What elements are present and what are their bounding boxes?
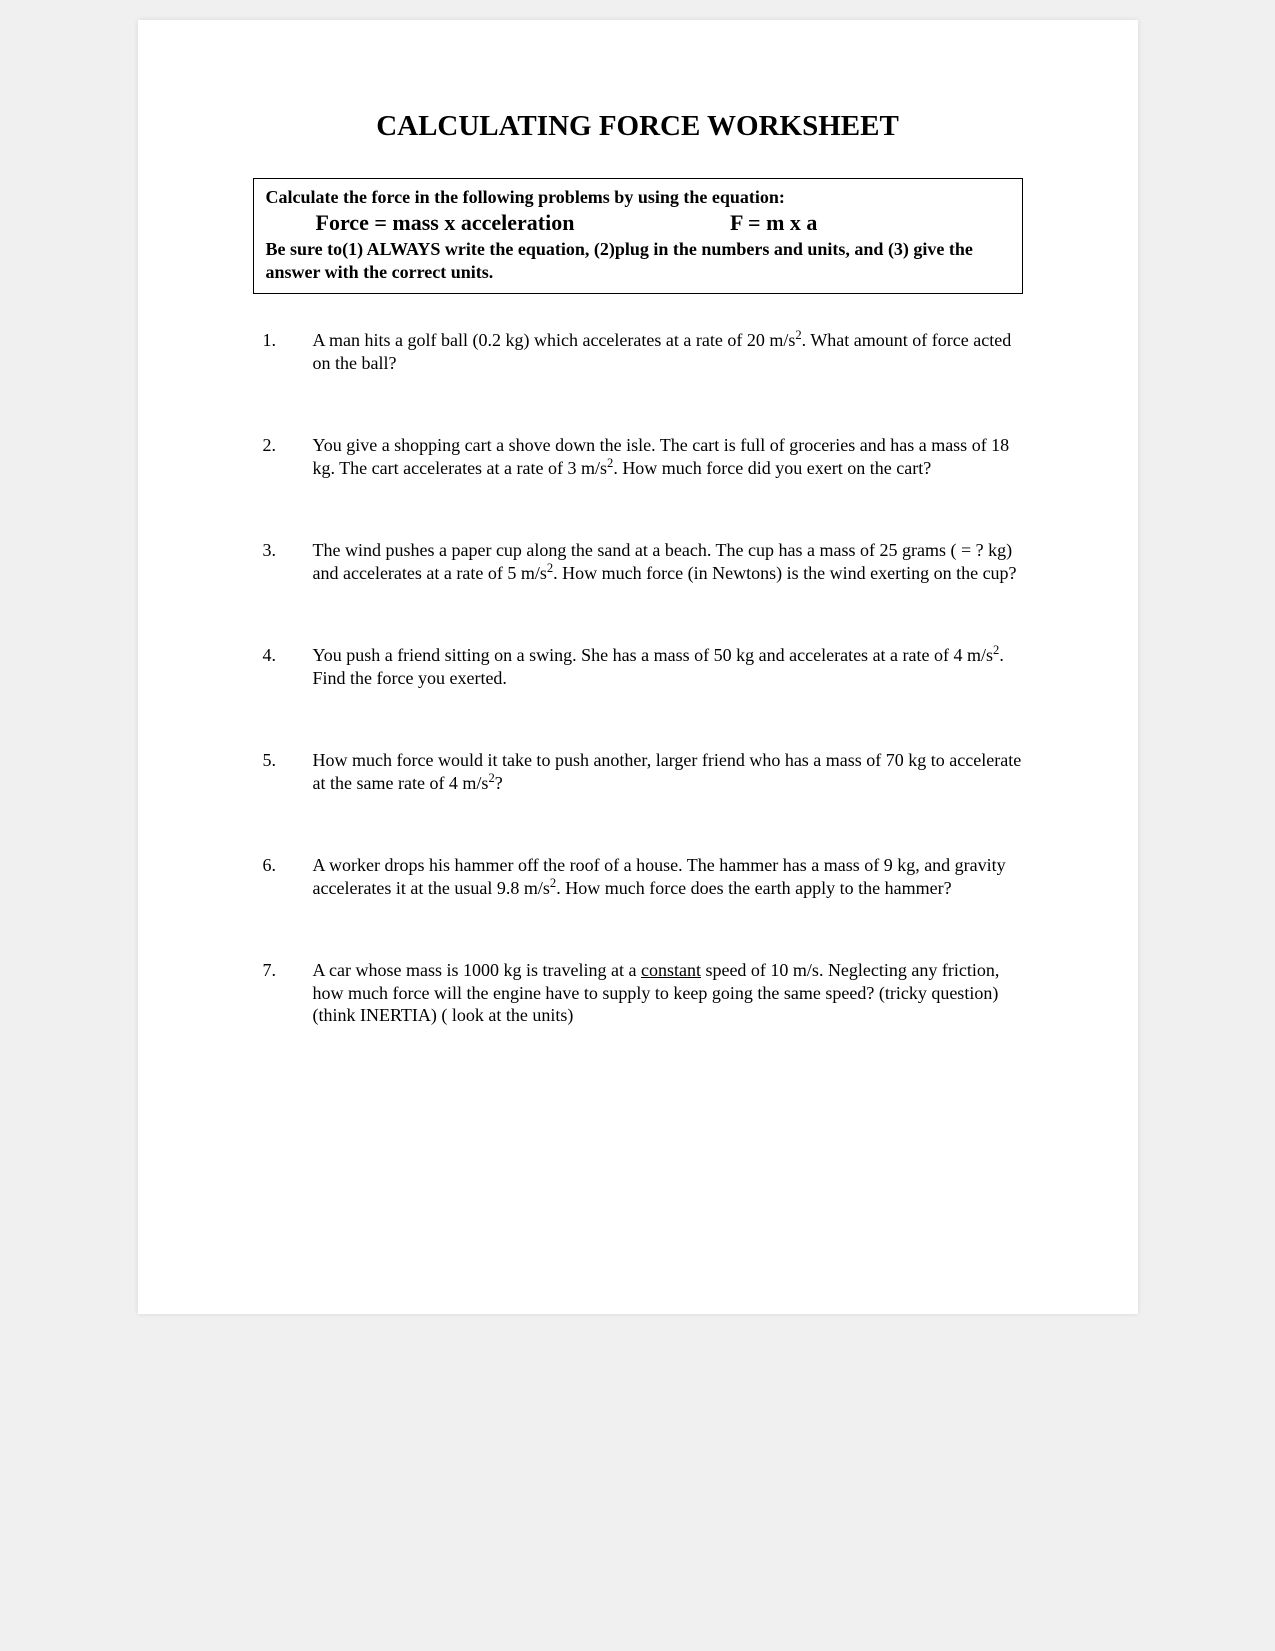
page-title: CALCULATING FORCE WORKSHEET <box>293 110 983 143</box>
instruction-box: Calculate the force in the following pro… <box>253 178 1023 294</box>
problem-text: You give a shopping cart a shove down th… <box>313 434 1023 479</box>
instruction-line-1: Calculate the force in the following pro… <box>266 187 1010 208</box>
problems-list: 1. A man hits a golf ball (0.2 kg) which… <box>253 329 1023 1027</box>
equation-line: Force = mass x acceleration F = m x a <box>266 210 1010 236</box>
problem-text: The wind pushes a paper cup along the sa… <box>313 539 1023 584</box>
equation-symbols: F = m x a <box>730 210 817 236</box>
problem-item: 1. A man hits a golf ball (0.2 kg) which… <box>253 329 1023 374</box>
problem-number: 1. <box>253 329 313 374</box>
problem-item: 3. The wind pushes a paper cup along the… <box>253 539 1023 584</box>
problem-number: 5. <box>253 749 313 794</box>
problem-text: A worker drops his hammer off the roof o… <box>313 854 1023 899</box>
problem-text: A car whose mass is 1000 kg is traveling… <box>313 959 1023 1027</box>
problem-text: A man hits a golf ball (0.2 kg) which ac… <box>313 329 1023 374</box>
problem-item: 4. You push a friend sitting on a swing.… <box>253 644 1023 689</box>
problem-text: How much force would it take to push ano… <box>313 749 1023 794</box>
problem-number: 4. <box>253 644 313 689</box>
problem-item: 6. A worker drops his hammer off the roo… <box>253 854 1023 899</box>
problem-item: 5. How much force would it take to push … <box>253 749 1023 794</box>
worksheet-page: CALCULATING FORCE WORKSHEET Calculate th… <box>138 20 1138 1314</box>
instruction-line-3: Be sure to(1) ALWAYS write the equation,… <box>266 238 1010 283</box>
problem-text: You push a friend sitting on a swing. Sh… <box>313 644 1023 689</box>
problem-number: 2. <box>253 434 313 479</box>
equation-words: Force = mass x acceleration <box>316 210 575 236</box>
problem-number: 3. <box>253 539 313 584</box>
underlined-word: constant <box>641 960 701 980</box>
problem-number: 7. <box>253 959 313 1027</box>
problem-item: 7. A car whose mass is 1000 kg is travel… <box>253 959 1023 1027</box>
problem-item: 2. You give a shopping cart a shove down… <box>253 434 1023 479</box>
problem-number: 6. <box>253 854 313 899</box>
